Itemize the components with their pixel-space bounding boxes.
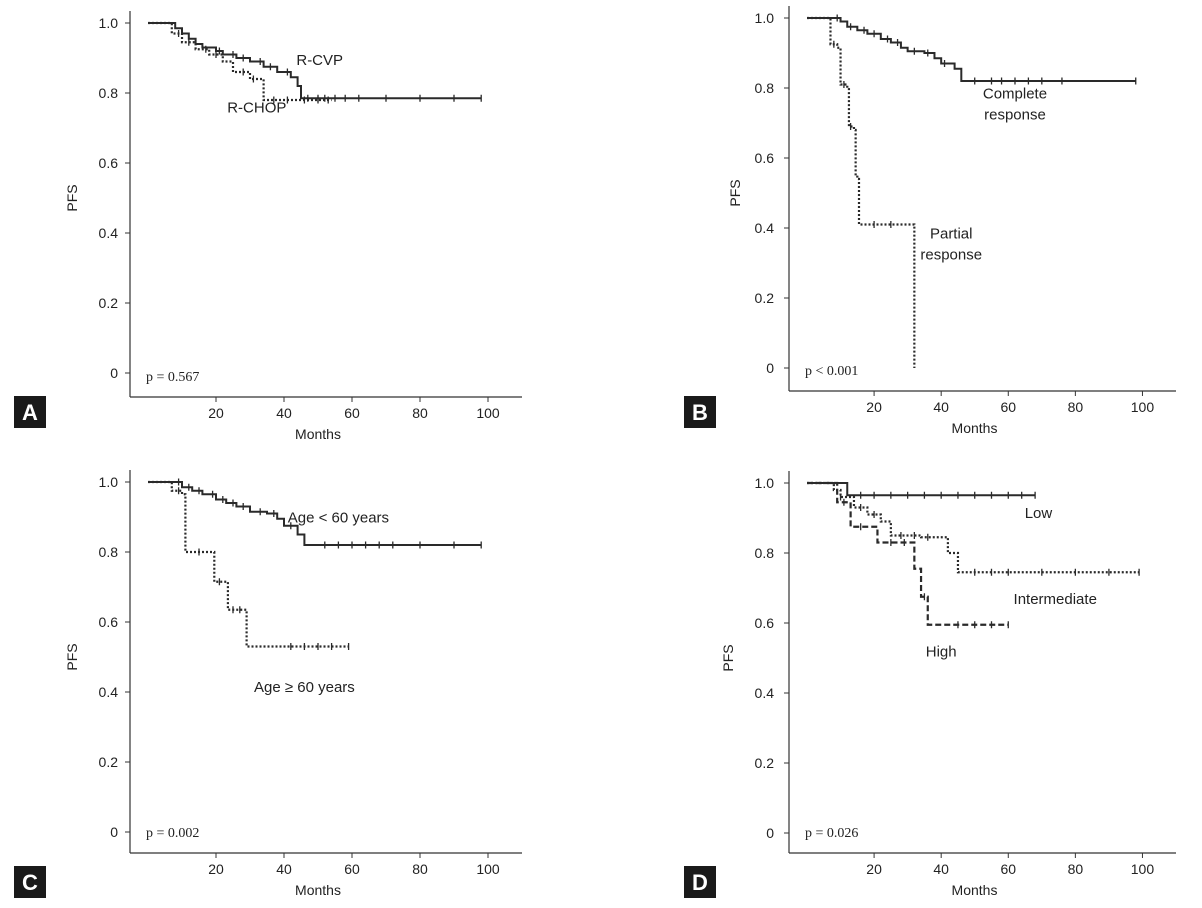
- y-tick-label: 1.0: [99, 15, 119, 31]
- p-value: p = 0.002: [146, 826, 199, 841]
- panel-d: 0 0.2 0.4 0.6 0.8 1.0 20 40 60 80 100 Months PFS Low I…: [684, 471, 1176, 898]
- x-tick-label: 80: [412, 861, 428, 877]
- y-axis-title: PFS: [720, 644, 736, 671]
- x-tick-label: 20: [866, 399, 882, 415]
- y-tick-label: 0.6: [755, 615, 775, 631]
- x-tick-label: 40: [933, 399, 949, 415]
- y-tick-label: 0.6: [755, 150, 775, 166]
- y-tick-label: 0.4: [99, 225, 119, 241]
- x-axis-title: Months: [952, 882, 998, 898]
- panel-badge-letter: C: [22, 870, 38, 895]
- series-line-age-60-years: [148, 481, 482, 546]
- panel-badge-letter: A: [22, 400, 38, 425]
- x-axis-title: Months: [952, 420, 998, 436]
- panel-b: 0 0.2 0.4 0.6 0.8 1.0 20 40 60 80 100 Months PFS Comp…: [684, 6, 1176, 436]
- curve-label: R-CHOP: [227, 99, 286, 116]
- x-tick-label: 20: [866, 861, 882, 877]
- y-tick-label: 0.8: [99, 544, 119, 560]
- panel-badge: [14, 396, 46, 428]
- x-axis-title: Months: [295, 426, 341, 442]
- p-value: p < 0.001: [805, 364, 858, 379]
- series-line-high: [807, 481, 1009, 626]
- x-tick-label: 60: [344, 861, 360, 877]
- curve-label: Partial: [930, 226, 973, 243]
- y-tick-label: 1.0: [755, 475, 775, 491]
- y-tick-label: 0.4: [99, 684, 119, 700]
- curve-label: Age < 60 years: [288, 509, 389, 526]
- y-tick-label: 0.2: [99, 295, 119, 311]
- x-tick-label: 80: [1068, 399, 1084, 415]
- panel-badge-letter: B: [692, 400, 708, 425]
- panel-badge-letter: D: [692, 870, 708, 895]
- y-tick-label: 0.8: [755, 545, 775, 561]
- curve-label: R-CVP: [296, 52, 343, 69]
- x-tick-label: 40: [933, 861, 949, 877]
- series-line-partial-response: [807, 16, 916, 368]
- x-tick-label: 20: [208, 405, 224, 421]
- x-tick-label: 40: [276, 861, 292, 877]
- y-axis-title: PFS: [64, 643, 80, 670]
- p-value: p = 0.026: [805, 826, 858, 841]
- p-value: p = 0.567: [146, 370, 199, 385]
- curve-label: response: [920, 247, 982, 264]
- y-tick-label: 1.0: [99, 474, 119, 490]
- y-tick-label: 0.8: [99, 85, 119, 101]
- y-tick-label: 1.0: [755, 10, 775, 26]
- y-tick-label: 0.6: [99, 614, 119, 630]
- curve-label: High: [926, 643, 957, 660]
- y-axis-title: PFS: [727, 179, 743, 206]
- y-tick-label: 0: [766, 825, 774, 841]
- x-tick-label: 60: [1000, 861, 1016, 877]
- x-tick-label: 100: [1131, 861, 1155, 877]
- panel-badge: [14, 866, 46, 898]
- x-tick-label: 80: [1068, 861, 1084, 877]
- curve-label: response: [984, 107, 1046, 124]
- panel-c: 0 0.2 0.4 0.6 0.8 1.0 20 40 60 80 100 Months PFS Age …: [14, 470, 522, 898]
- curve-label: Age ≥ 60 years: [254, 679, 355, 696]
- series-line-intermediate: [807, 481, 1140, 574]
- x-tick-label: 100: [476, 405, 500, 421]
- x-axis-title: Months: [295, 882, 341, 898]
- panel-badge: [684, 396, 716, 428]
- x-tick-label: 80: [412, 405, 428, 421]
- curve-label: Complete: [983, 86, 1047, 103]
- x-tick-label: 100: [1131, 399, 1155, 415]
- panel-badge: [684, 866, 716, 898]
- curve-label: Intermediate: [1014, 591, 1097, 608]
- y-tick-label: 0.4: [755, 685, 775, 701]
- x-tick-label: 100: [476, 861, 500, 877]
- x-tick-label: 20: [208, 861, 224, 877]
- y-tick-label: 0.6: [99, 155, 119, 171]
- panel-a: 0 0.2 0.4 0.6 0.8 1.0 20 40 60 80 100 Months PFS R-CV…: [14, 11, 522, 442]
- curve-label: Low: [1025, 505, 1053, 522]
- x-tick-label: 60: [1000, 399, 1016, 415]
- y-tick-label: 0.8: [755, 80, 775, 96]
- y-tick-label: 0: [110, 824, 118, 840]
- y-tick-label: 0.2: [755, 290, 775, 306]
- x-tick-label: 40: [276, 405, 292, 421]
- y-tick-label: 0: [110, 365, 118, 381]
- series-line-r-chop: [148, 21, 332, 102]
- series-line-complete-response: [807, 17, 1136, 82]
- y-tick-label: 0: [766, 360, 774, 376]
- y-axis-title: PFS: [64, 184, 80, 211]
- y-tick-label: 0.4: [755, 220, 775, 236]
- x-tick-label: 60: [344, 405, 360, 421]
- series-line-age-60-years: [148, 480, 349, 648]
- y-tick-label: 0.2: [99, 754, 119, 770]
- y-tick-label: 0.2: [755, 755, 775, 771]
